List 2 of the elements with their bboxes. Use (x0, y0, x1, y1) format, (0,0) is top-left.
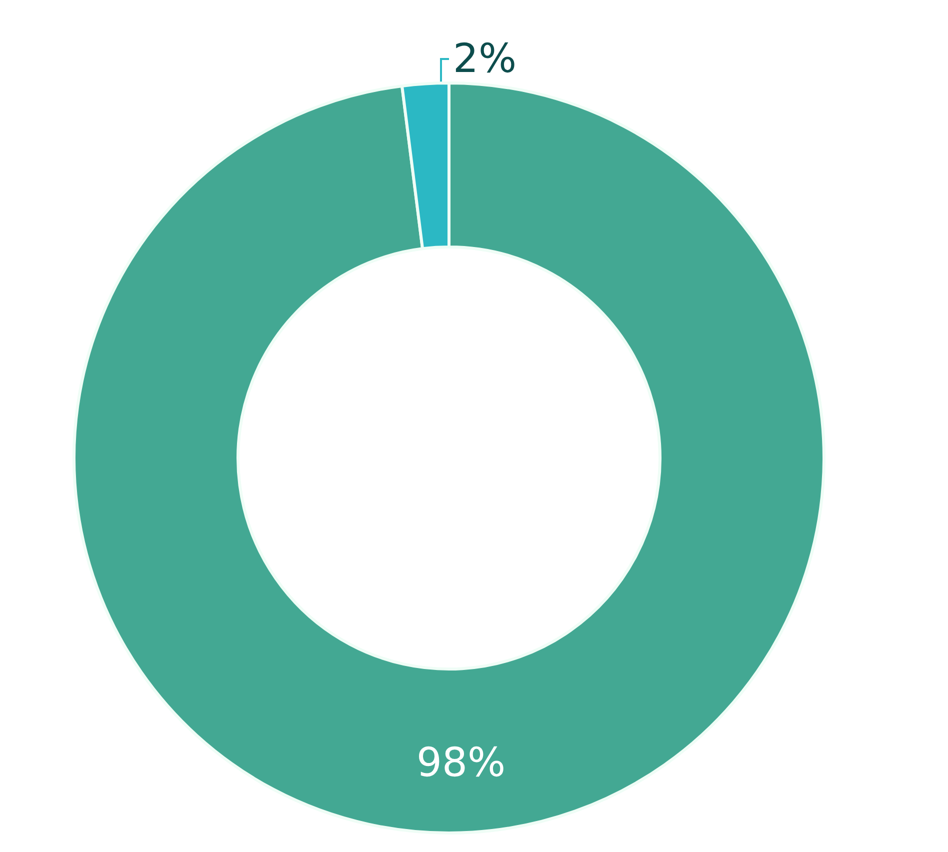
data-label: 98% (416, 740, 506, 786)
data-label: 2% (453, 36, 516, 82)
